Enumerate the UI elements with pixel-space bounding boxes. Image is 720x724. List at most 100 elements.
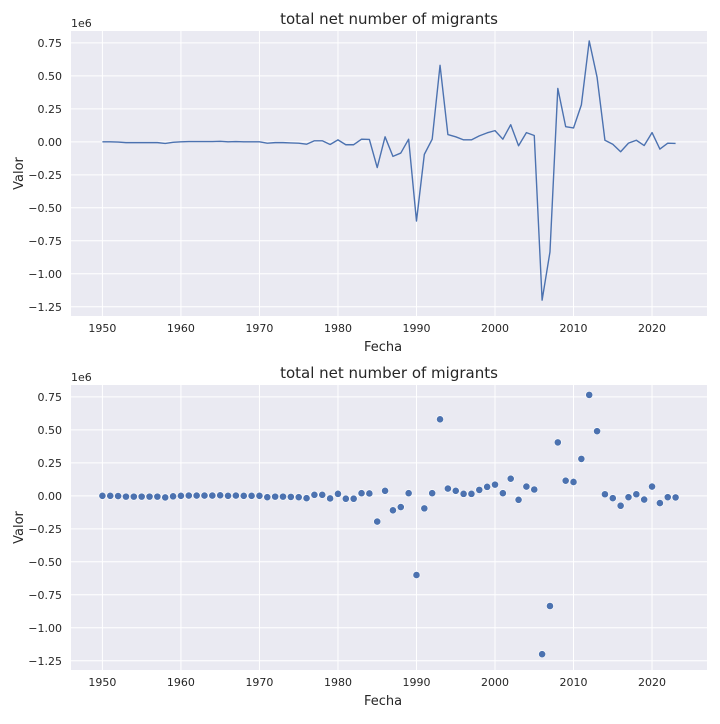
scatter-point bbox=[177, 491, 185, 500]
scatter-point bbox=[341, 494, 350, 503]
scatter-point bbox=[632, 490, 641, 499]
scatter-point bbox=[153, 492, 162, 501]
x-tick-label: 1970 bbox=[245, 322, 273, 335]
y-axis-label: Valor bbox=[12, 510, 27, 543]
y-tick-label: −1.25 bbox=[28, 301, 62, 314]
x-axis-label: Fecha bbox=[364, 340, 402, 355]
scatter-point bbox=[428, 489, 437, 498]
y-tick-label: −0.75 bbox=[28, 589, 62, 602]
x-tick-label: 1970 bbox=[245, 676, 273, 689]
scatter-point bbox=[608, 494, 617, 503]
scatter-point bbox=[349, 494, 358, 503]
scatter-point bbox=[231, 491, 240, 500]
chart-title: total net number of migrants bbox=[280, 364, 498, 382]
scatter-point bbox=[318, 490, 327, 499]
scatter-point bbox=[648, 482, 656, 491]
x-tick-label: 1950 bbox=[88, 322, 116, 335]
scatter-point bbox=[569, 478, 578, 486]
scatter-point bbox=[137, 492, 146, 501]
scatter-point bbox=[514, 495, 523, 504]
y-tick-label: 0.75 bbox=[38, 391, 63, 404]
scatter-point bbox=[365, 489, 374, 498]
scatter-point bbox=[671, 493, 680, 502]
y-axis-label: Valor bbox=[12, 156, 27, 189]
series-line bbox=[102, 40, 676, 301]
scatter-point bbox=[483, 482, 492, 491]
x-tick-label: 2000 bbox=[481, 676, 509, 689]
y-tick-label: 0.50 bbox=[38, 424, 63, 437]
scatter-point bbox=[145, 492, 154, 501]
scatter-point bbox=[122, 492, 130, 501]
scatter-point bbox=[412, 571, 421, 579]
scatter-point bbox=[106, 491, 115, 500]
x-tick-label: 1990 bbox=[402, 322, 430, 335]
y-tick-label: 0.00 bbox=[38, 490, 63, 503]
scatter-point bbox=[498, 489, 507, 498]
y-tick-label: 0.25 bbox=[38, 103, 63, 116]
scatter-point bbox=[114, 492, 123, 500]
scatter-point bbox=[357, 489, 366, 498]
chart-scatter: 1950 1960 1970 1980 1990 2000 2010 2020 −1.25 −1.… bbox=[12, 364, 707, 709]
scatter-point bbox=[184, 491, 193, 500]
scatter-point bbox=[334, 489, 342, 498]
scatter-point bbox=[263, 493, 272, 502]
scatter-point bbox=[129, 492, 138, 501]
scatter-point bbox=[436, 415, 444, 424]
scatter-point bbox=[443, 484, 452, 493]
y-tick-label: −0.50 bbox=[28, 556, 62, 569]
x-tick-label: 1950 bbox=[88, 676, 116, 689]
scatter-point bbox=[396, 503, 405, 511]
scatter-point bbox=[593, 427, 601, 436]
scatter-point bbox=[326, 494, 335, 503]
y-tick-label: −0.75 bbox=[28, 235, 62, 248]
scatter-point bbox=[302, 494, 311, 503]
y-tick-label: 0.75 bbox=[38, 37, 63, 50]
chart-line: 1950 1960 1970 1980 1990 2000 2010 2020 −1.25 −1.… bbox=[12, 10, 707, 355]
chart-title: total net number of migrants bbox=[280, 10, 498, 28]
scatter-point bbox=[530, 485, 539, 494]
scatter-point bbox=[577, 454, 586, 463]
scatter-point bbox=[475, 485, 484, 494]
scatter-point bbox=[294, 493, 303, 502]
scatter-point bbox=[459, 489, 468, 498]
scatter-point bbox=[310, 490, 319, 499]
scatter-point bbox=[585, 390, 594, 399]
scatter-point bbox=[522, 482, 531, 491]
scatter-point bbox=[239, 491, 248, 500]
y-tick-label: −1.25 bbox=[28, 655, 62, 668]
scatter-point bbox=[224, 491, 232, 500]
scatter-point bbox=[247, 491, 256, 500]
scatter-point bbox=[161, 493, 170, 502]
y-tick-label: −0.25 bbox=[28, 169, 62, 182]
scatter-point bbox=[663, 493, 672, 502]
scatter-point bbox=[255, 491, 264, 500]
scatter-point bbox=[169, 492, 177, 501]
y-tick-label: 0.25 bbox=[38, 457, 63, 470]
y-tick-label: −0.50 bbox=[28, 202, 62, 215]
y-tick-label: 0.00 bbox=[38, 136, 63, 149]
scatter-point bbox=[601, 490, 609, 499]
y-offset-label: 1e6 bbox=[71, 371, 92, 384]
scatter-point bbox=[506, 474, 515, 483]
scatter-point bbox=[553, 438, 562, 447]
scatter-point bbox=[200, 491, 209, 500]
scatter-point bbox=[98, 491, 107, 500]
x-tick-label: 1980 bbox=[324, 676, 352, 689]
scatter-point bbox=[208, 491, 217, 500]
y-tick-label: −0.25 bbox=[28, 523, 62, 536]
scatter-point bbox=[616, 501, 625, 510]
scatter-point bbox=[389, 506, 397, 515]
plot-area bbox=[71, 31, 707, 316]
scatter-point bbox=[624, 493, 633, 502]
scatter-point bbox=[491, 480, 499, 489]
scatter-point bbox=[373, 517, 382, 526]
scatter-point bbox=[404, 489, 413, 498]
x-tick-label: 2000 bbox=[481, 322, 509, 335]
scatter-point bbox=[286, 492, 295, 501]
x-tick-label: 1980 bbox=[324, 322, 352, 335]
scatter-point bbox=[271, 492, 280, 501]
scatter-point bbox=[655, 499, 664, 507]
scatter-point bbox=[451, 486, 460, 495]
x-tick-label: 2020 bbox=[638, 676, 666, 689]
